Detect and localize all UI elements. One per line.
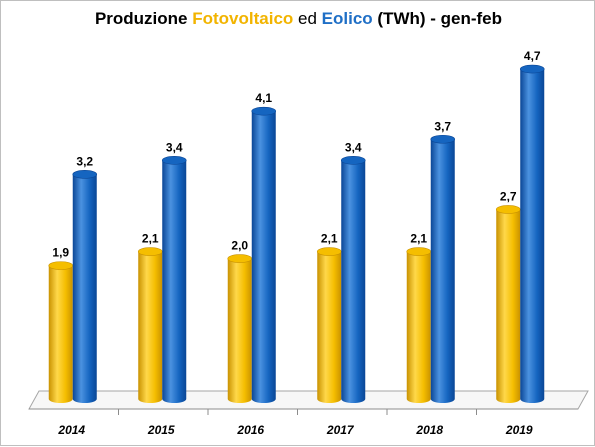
title-prefix: Produzione — [94, 9, 193, 28]
bar-body-eolico-2015 — [162, 160, 187, 403]
bar-fotovoltaico-2014 — [48, 261, 74, 403]
bar-top-eolico-2015 — [161, 156, 187, 165]
data-label-eolico-2016: 4,1 — [255, 91, 272, 105]
data-labels-group: 1,9 3,2 2,1 3,4 2,0 4,1 2,1 3,4 2,1 3,7 2,7 4,7 — [52, 49, 541, 260]
bar-eolico-2017 — [340, 156, 366, 403]
data-label-eolico-2017: 3,4 — [345, 140, 362, 154]
x-tick-2014: 2014 — [57, 423, 85, 437]
bar-top-fotovoltaico-2014 — [48, 261, 74, 270]
title-suffix: (TWh) - gen-feb — [372, 9, 503, 28]
bar-top-eolico-2017 — [340, 156, 366, 165]
bar-body-fotovoltaico-2014 — [48, 265, 73, 403]
data-label-eolico-2014: 3,2 — [76, 154, 93, 168]
bar-fotovoltaico-2016 — [227, 254, 253, 403]
bar-body-eolico-2014 — [72, 174, 97, 403]
bar-body-fotovoltaico-2017 — [317, 251, 342, 403]
data-label-fotovoltaico-2014: 1,9 — [52, 246, 69, 260]
bar-top-eolico-2019 — [519, 64, 545, 74]
bar-top-eolico-2018 — [430, 134, 456, 144]
bar-body-eolico-2016 — [251, 111, 276, 404]
x-tick-2018: 2018 — [415, 423, 443, 437]
x-axis-ticks: 2014 2015 2016 2017 2018 2019 — [57, 423, 533, 437]
bar-eolico-2019 — [519, 64, 545, 403]
bar-top-fotovoltaico-2018 — [406, 247, 432, 256]
bar-body-eolico-2018 — [430, 139, 455, 403]
bar-eolico-2015 — [161, 156, 187, 403]
bar-top-eolico-2016 — [251, 106, 277, 116]
title-connector: ed — [293, 9, 322, 28]
bar-body-eolico-2019 — [520, 69, 545, 403]
data-label-fotovoltaico-2019: 2,7 — [500, 189, 517, 203]
chart-title: Produzione Fotovoltaico ed Eolico (TWh) … — [1, 9, 595, 29]
bar-body-eolico-2017 — [341, 160, 366, 403]
bar-top-fotovoltaico-2017 — [316, 247, 342, 256]
x-tick-2019: 2019 — [505, 423, 533, 437]
x-tick-2016: 2016 — [236, 423, 264, 437]
bar-top-eolico-2014 — [72, 170, 98, 179]
bar-body-fotovoltaico-2018 — [406, 251, 431, 403]
title-eolico: Eolico — [321, 9, 373, 28]
bar-body-fotovoltaico-2015 — [138, 251, 163, 403]
bar-eolico-2018 — [430, 134, 456, 403]
title-fotovoltaico: Fotovoltaico — [192, 9, 294, 28]
bar-top-fotovoltaico-2016 — [227, 254, 253, 263]
bar-body-fotovoltaico-2019 — [496, 209, 521, 403]
data-label-eolico-2019: 4,7 — [524, 49, 541, 63]
bar-fotovoltaico-2019 — [495, 205, 521, 403]
data-label-eolico-2018: 3,7 — [434, 119, 451, 133]
bars-group — [48, 64, 545, 404]
bar-fotovoltaico-2017 — [316, 247, 342, 403]
bar-eolico-2014 — [72, 170, 98, 403]
x-tick-2017: 2017 — [326, 423, 355, 437]
bar-body-fotovoltaico-2016 — [227, 258, 252, 403]
data-label-fotovoltaico-2015: 2,1 — [142, 232, 159, 246]
bar-top-fotovoltaico-2015 — [137, 247, 163, 256]
bar-top-fotovoltaico-2019 — [495, 205, 521, 214]
bar-fotovoltaico-2015 — [137, 247, 163, 403]
data-label-fotovoltaico-2018: 2,1 — [410, 232, 427, 246]
bar-eolico-2016 — [251, 106, 277, 404]
data-label-fotovoltaico-2016: 2,0 — [231, 239, 248, 253]
data-label-fotovoltaico-2017: 2,1 — [321, 232, 338, 246]
x-tick-2015: 2015 — [147, 423, 175, 437]
data-label-eolico-2015: 3,4 — [166, 140, 183, 154]
bar-fotovoltaico-2018 — [406, 247, 432, 403]
